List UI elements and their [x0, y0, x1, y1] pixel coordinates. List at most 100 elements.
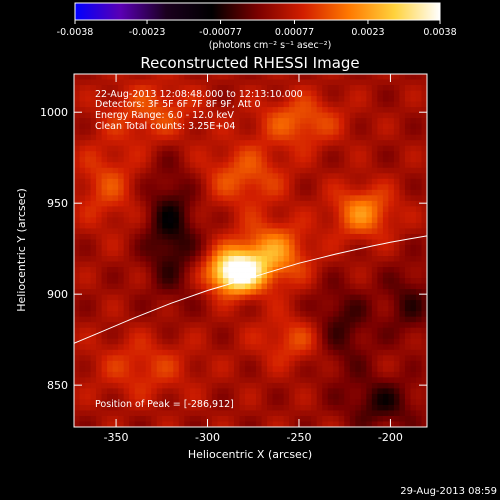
heatmap-cell [129, 79, 136, 86]
heatmap-cell [233, 300, 240, 307]
heatmap-cell [388, 145, 395, 152]
heatmap-cell [261, 267, 268, 273]
heatmap-cell [173, 366, 180, 373]
heatmap-cell [96, 399, 102, 406]
heatmap-cell [278, 200, 284, 207]
heatmap-cell [233, 349, 240, 356]
heatmap-cell [118, 421, 125, 427]
heatmap-cell [74, 360, 80, 367]
heatmap-cell [162, 107, 169, 114]
heatmap-cell [333, 206, 340, 213]
heatmap-cell [261, 129, 268, 136]
colorbar-tick-label: 0.00077 [275, 27, 314, 38]
heatmap-cell [145, 145, 152, 152]
heatmap-cell [156, 211, 163, 218]
heatmap-cell [145, 74, 152, 80]
heatmap-cell [200, 305, 207, 312]
heatmap-cell [156, 156, 163, 163]
heatmap-cell [322, 134, 329, 141]
heatmap-cell [305, 244, 312, 251]
heatmap-cell [189, 134, 196, 141]
heatmap-cell [344, 256, 351, 262]
heatmap-cell [129, 371, 136, 378]
heatmap-cell [360, 145, 367, 152]
heatmap-cell [322, 322, 329, 329]
heatmap-cell [371, 388, 378, 395]
heatmap-cell [333, 300, 340, 307]
heatmap-cell [206, 366, 213, 373]
heatmap-cell [355, 404, 362, 411]
heatmap-cell [261, 278, 268, 284]
heatmap-cell [327, 118, 334, 125]
heatmap-cell [79, 96, 86, 102]
heatmap-cell [316, 79, 323, 86]
heatmap-cell [404, 415, 411, 422]
heatmap-cell [250, 101, 257, 108]
heatmap-cell [239, 195, 246, 202]
heatmap-cell [415, 410, 422, 417]
heatmap-cell [382, 272, 389, 279]
heatmap-cell [250, 388, 257, 395]
heatmap-cell [305, 349, 312, 356]
heatmap-cell [112, 118, 119, 125]
heatmap-cell [162, 151, 169, 158]
heatmap-cell [399, 189, 406, 196]
heatmap-cell [244, 261, 251, 268]
heatmap-cell [244, 360, 251, 367]
heatmap-cell [118, 250, 125, 257]
heatmap-cell [195, 360, 202, 367]
heatmap-cell [184, 300, 191, 307]
heatmap-cell [300, 129, 307, 136]
heatmap-cell [283, 415, 290, 422]
heatmap-cell [349, 118, 356, 125]
heatmap-cell [96, 112, 102, 119]
heatmap-cell [134, 228, 141, 235]
heatmap-cell [300, 118, 307, 125]
heatmap-cell [244, 123, 251, 130]
heatmap-cell [333, 415, 340, 422]
heatmap-cell [316, 289, 323, 296]
heatmap-cell [344, 156, 351, 163]
heatmap-cell [233, 311, 240, 318]
heatmap-cell [322, 101, 329, 108]
heatmap-cell [327, 333, 334, 340]
heatmap-cell [311, 85, 318, 91]
heatmap-cell [305, 156, 312, 163]
heatmap-cell [140, 101, 147, 108]
heatmap-cell [250, 404, 257, 411]
heatmap-cell [366, 206, 373, 213]
heatmap-cell [305, 404, 312, 411]
heatmap-cell [222, 393, 229, 400]
heatmap-cell [167, 167, 174, 174]
heatmap-cell [222, 355, 229, 362]
heatmap-cell [382, 267, 389, 273]
heatmap-cell [371, 327, 378, 334]
heatmap-cell [382, 410, 389, 417]
heatmap-cell [101, 366, 108, 373]
heatmap-cell [311, 167, 318, 174]
heatmap-cell [267, 156, 273, 163]
heatmap-cell [294, 134, 301, 141]
heatmap-cell [79, 134, 86, 141]
heatmap-cell [272, 140, 279, 147]
heatmap-cell [156, 415, 163, 422]
heatmap-cell [239, 399, 246, 406]
heatmap-cell [371, 371, 378, 378]
heatmap-cell [311, 355, 318, 362]
heatmap-cell [311, 140, 318, 147]
heatmap-cell [294, 421, 301, 427]
heatmap-cell [211, 162, 218, 169]
heatmap-cell [101, 322, 108, 329]
heatmap-cell [222, 344, 229, 351]
x-tick-label: -300 [195, 431, 220, 444]
heatmap-cell [415, 371, 422, 378]
heatmap-cell [145, 134, 152, 141]
heatmap-cell [311, 410, 318, 417]
heatmap-cell [173, 90, 180, 97]
heatmap-cell [173, 294, 180, 301]
heatmap-cell [239, 189, 246, 196]
heatmap-cell [233, 167, 240, 174]
heatmap-cell [222, 101, 229, 108]
heatmap-cell [211, 118, 218, 125]
heatmap-cell [74, 404, 80, 411]
